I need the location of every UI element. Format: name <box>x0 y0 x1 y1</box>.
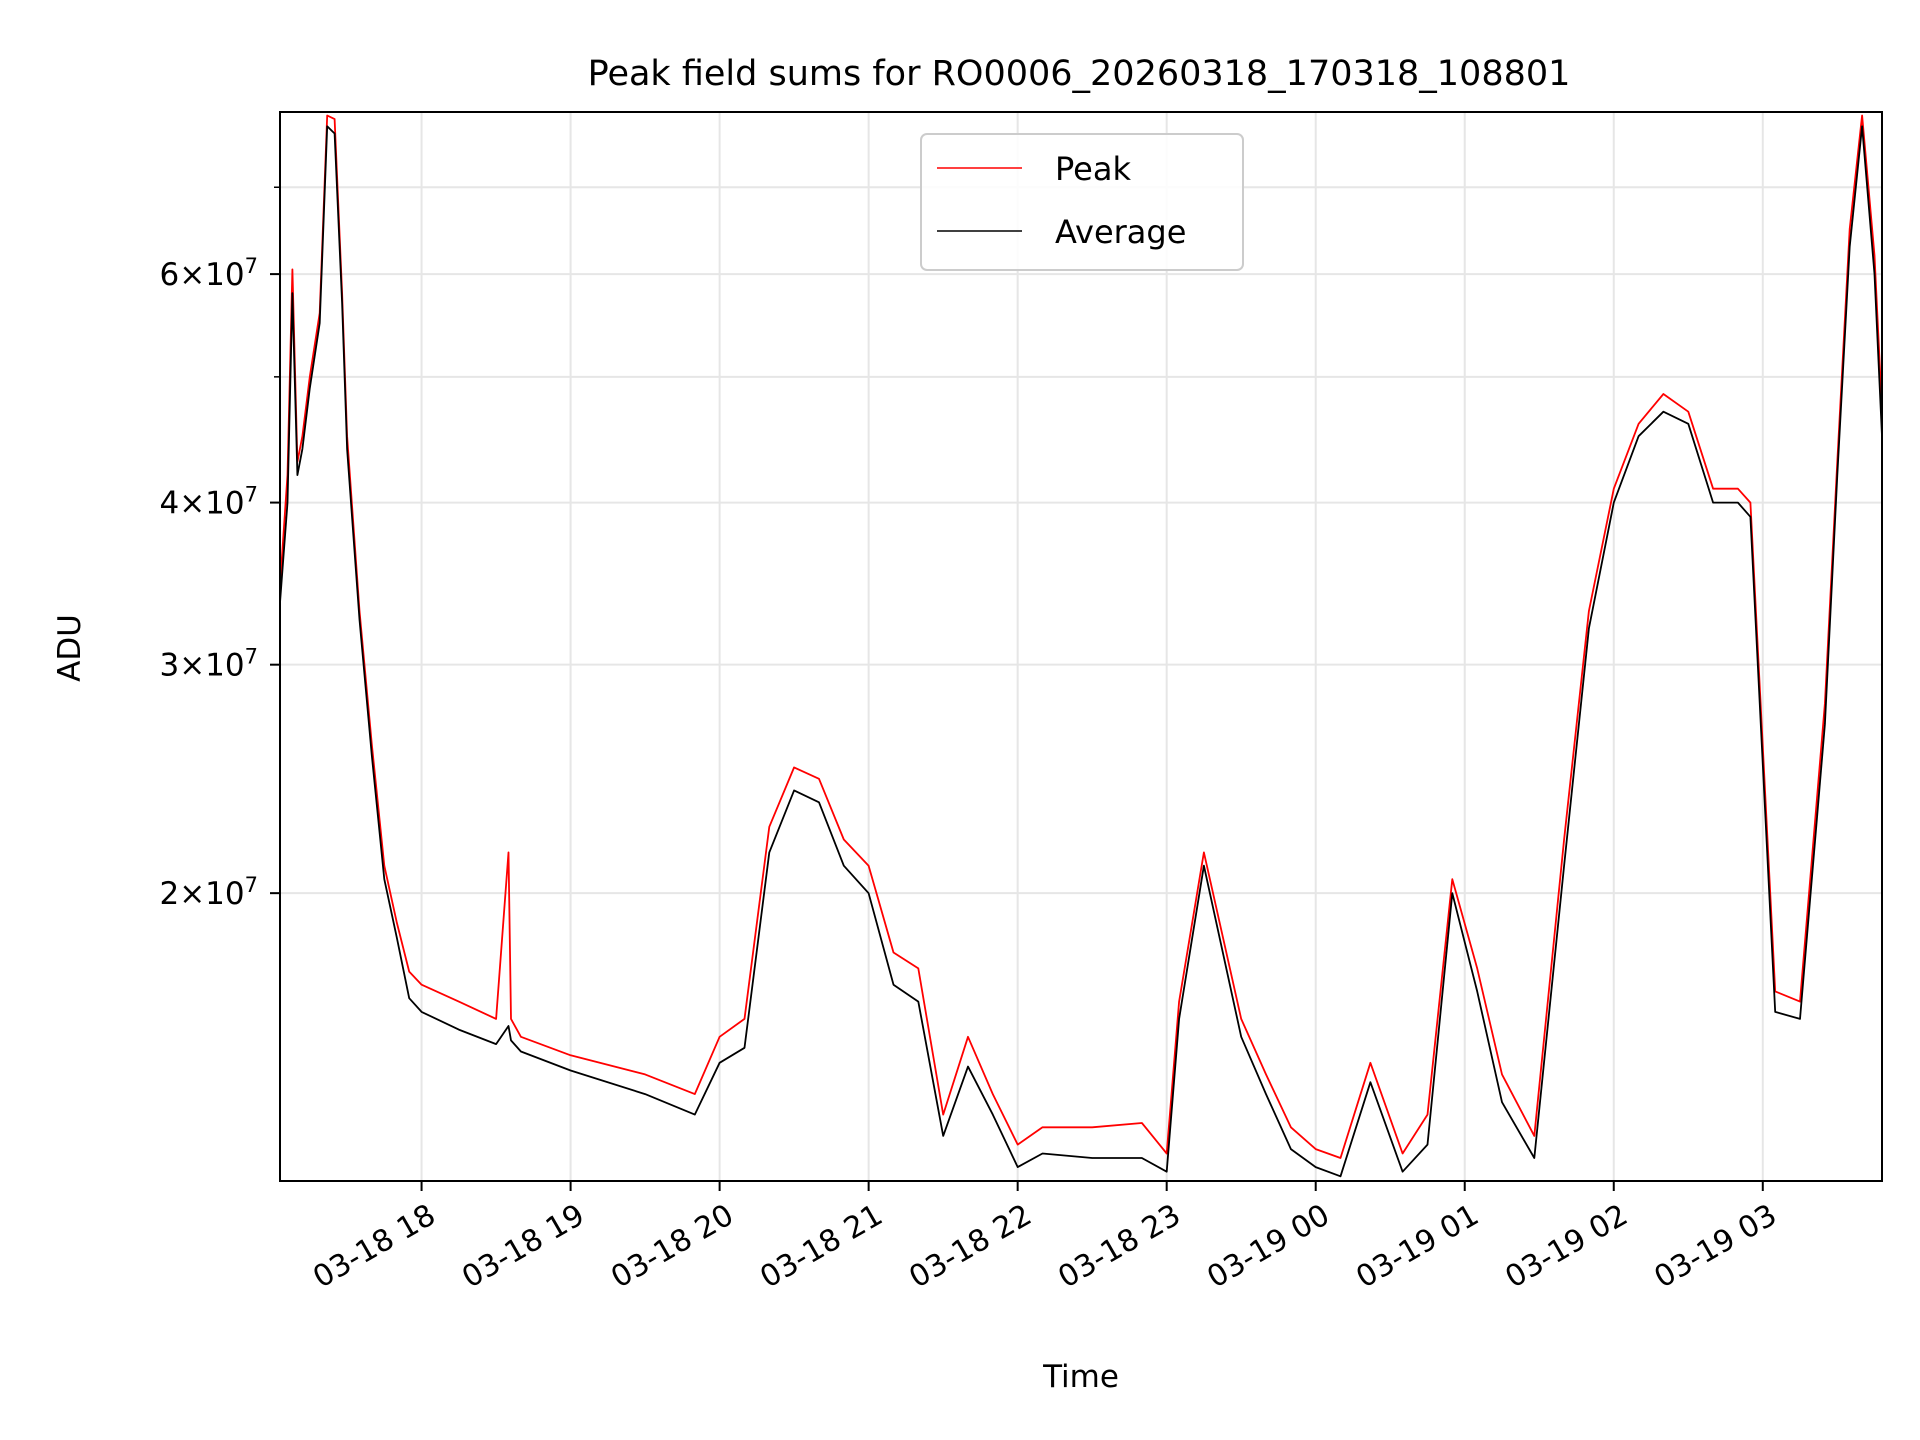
y-tick-label: 6×107 <box>159 254 258 293</box>
series-line-peak <box>279 114 1883 1159</box>
series-group <box>279 114 1883 1178</box>
chart-title: Peak field sums for RO0006_20260318_1703… <box>588 54 1571 94</box>
legend-label-peak: Peak <box>1055 150 1131 188</box>
plot-area-frame <box>279 111 1883 1182</box>
grid <box>280 112 1882 1181</box>
legend-label-average: Average <box>1055 213 1186 251</box>
y-tick-label: 4×107 <box>159 483 258 522</box>
legend: Peak Average <box>920 133 1244 271</box>
y-tick-label: 2×107 <box>159 873 258 912</box>
y-tick-label: 3×107 <box>159 645 258 684</box>
series-line-average <box>279 125 1883 1178</box>
y-axis-label: ADU <box>52 614 88 682</box>
x-axis-label: Time <box>1042 1359 1119 1395</box>
